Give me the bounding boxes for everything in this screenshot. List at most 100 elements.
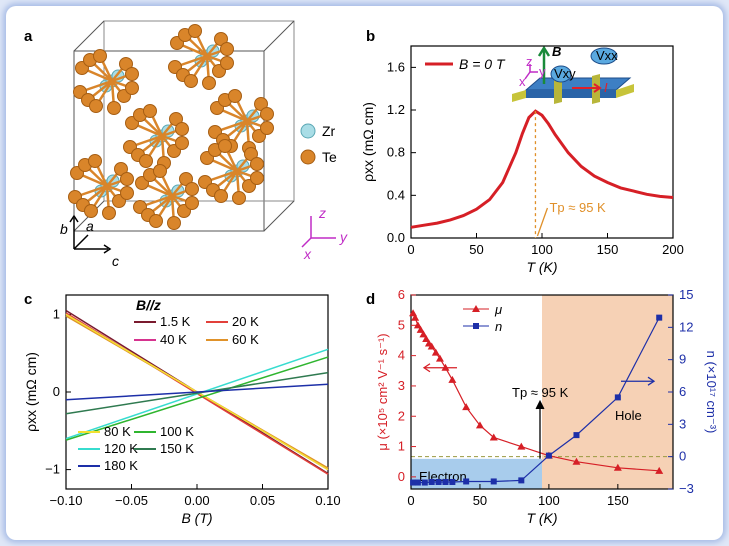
te-atom — [175, 122, 189, 136]
y-left-tick-label: 5 — [398, 317, 405, 332]
inset-z-label: z — [526, 54, 533, 69]
mu-marker — [413, 321, 422, 329]
te-atom — [167, 216, 181, 230]
inset-x-label: x — [519, 74, 526, 89]
y-tick-label: 0 — [53, 384, 60, 399]
tp-annotation: Tp ≈ 95 K — [512, 385, 569, 400]
mu-marker — [517, 442, 526, 450]
series-line — [65, 348, 329, 440]
x-tick-label: 0.10 — [315, 493, 340, 508]
y-tick-label: 0.0 — [387, 230, 405, 245]
n-marker — [421, 479, 428, 486]
n-marker — [518, 477, 525, 484]
n-marker — [428, 478, 435, 485]
y-axis-label: ρxx (mΩ cm) — [360, 102, 376, 182]
legend-marker-mu — [472, 305, 480, 312]
y-tick-label: 1 — [53, 306, 60, 321]
y-right-tick-label: 12 — [679, 319, 693, 334]
legend-label: 100 K — [160, 424, 194, 439]
inset-vxy-label: Vxy — [554, 66, 576, 81]
mu-axis-arrowhead — [422, 363, 431, 373]
axis-b-label: b — [60, 221, 68, 237]
n-marker — [442, 478, 449, 485]
te-atom-swatch — [300, 149, 316, 165]
mu-marker — [422, 334, 431, 342]
legend-label: B = 0 T — [459, 56, 506, 72]
te-atom — [149, 214, 163, 228]
te-atom — [102, 206, 116, 220]
te-atom — [250, 171, 264, 185]
te-atom — [188, 24, 202, 38]
series-line — [65, 356, 329, 441]
series-line — [65, 383, 329, 401]
panel-a-crystal-structure: a Zr Te b a c — [24, 20, 348, 269]
tp-arrow — [536, 207, 549, 237]
legend-label: 1.5 K — [160, 314, 191, 329]
y-axis-label: ρxx (mΩ cm) — [23, 352, 39, 432]
te-atom — [214, 189, 228, 203]
y-right-tick-label: −3 — [679, 481, 694, 496]
y-tick-label: 1.6 — [387, 59, 405, 74]
n-marker — [656, 314, 663, 321]
legend-label: 120 K — [104, 441, 138, 456]
axis-z-label: z — [318, 205, 326, 221]
te-atom — [260, 121, 274, 135]
mu-marker — [416, 325, 425, 333]
te-atom — [125, 67, 139, 81]
x-tick-label: 0 — [407, 493, 414, 508]
panel-c-magnetoresistance-chart: c −0.10 −0.05 0.00 0.05 0.10 −1 0 1 B (T) ρxx (mΩ… — [23, 291, 341, 526]
axis-y-label: y — [339, 229, 348, 245]
te-atom — [175, 136, 189, 150]
te-atom — [88, 154, 102, 168]
n-axis-arrowhead — [647, 376, 656, 386]
inset-vxx-label: Vxx — [596, 48, 618, 63]
x-tick-label: 150 — [607, 493, 629, 508]
crystal-axes-right — [301, 216, 336, 248]
n-marker — [573, 432, 580, 439]
y-tick-label: 1.2 — [387, 102, 405, 117]
n-marker — [614, 394, 621, 401]
tp-annotation: Tp ≈ 95 K — [549, 200, 606, 215]
inset-i-label: I — [604, 80, 608, 95]
n-marker — [414, 479, 421, 486]
chart-title: B//z — [136, 297, 161, 313]
y-left-tick-label: 3 — [398, 378, 405, 393]
te-atom — [202, 76, 216, 90]
x-tick-label: 200 — [662, 242, 684, 257]
y-right-tick-label: 0 — [679, 449, 686, 464]
legend-te-label: Te — [322, 149, 337, 165]
legend-label: 180 K — [104, 458, 138, 473]
x-tick-label: 0 — [407, 242, 414, 257]
mu-marker — [427, 342, 436, 350]
te-atom — [125, 81, 139, 95]
mu-marker — [655, 466, 664, 474]
x-axis-label: T (K) — [526, 259, 557, 275]
series-line-rho — [410, 109, 674, 229]
mu-marker — [431, 348, 440, 356]
te-atom — [139, 154, 153, 168]
y-left-axis-label: μ (×10⁵ cm² V⁻¹ s⁻¹) — [375, 333, 390, 450]
n-marker — [545, 452, 552, 459]
mu-marker — [572, 457, 581, 465]
mu-marker — [419, 330, 428, 338]
device-inset — [512, 45, 634, 104]
x-axis-label: T (K) — [526, 510, 557, 526]
legend-label: 40 K — [160, 332, 187, 347]
mu-marker — [448, 375, 457, 383]
panel-d-label: d — [366, 291, 375, 308]
n-marker — [435, 478, 442, 485]
te-atom — [120, 172, 134, 186]
legend-te: Te — [300, 149, 337, 165]
legend-marker-n — [473, 323, 479, 329]
te-atom — [185, 182, 199, 196]
legend-label: 80 K — [104, 424, 131, 439]
x-axis-label: B (T) — [181, 510, 212, 526]
axis-x-label: x — [303, 246, 312, 262]
y-tick-label: 0.4 — [387, 187, 405, 202]
mu-marker — [613, 463, 622, 471]
te-atom — [218, 139, 232, 153]
te-atom — [232, 191, 246, 205]
axis-a-label: a — [86, 218, 94, 234]
x-tick-label: −0.10 — [50, 493, 83, 508]
